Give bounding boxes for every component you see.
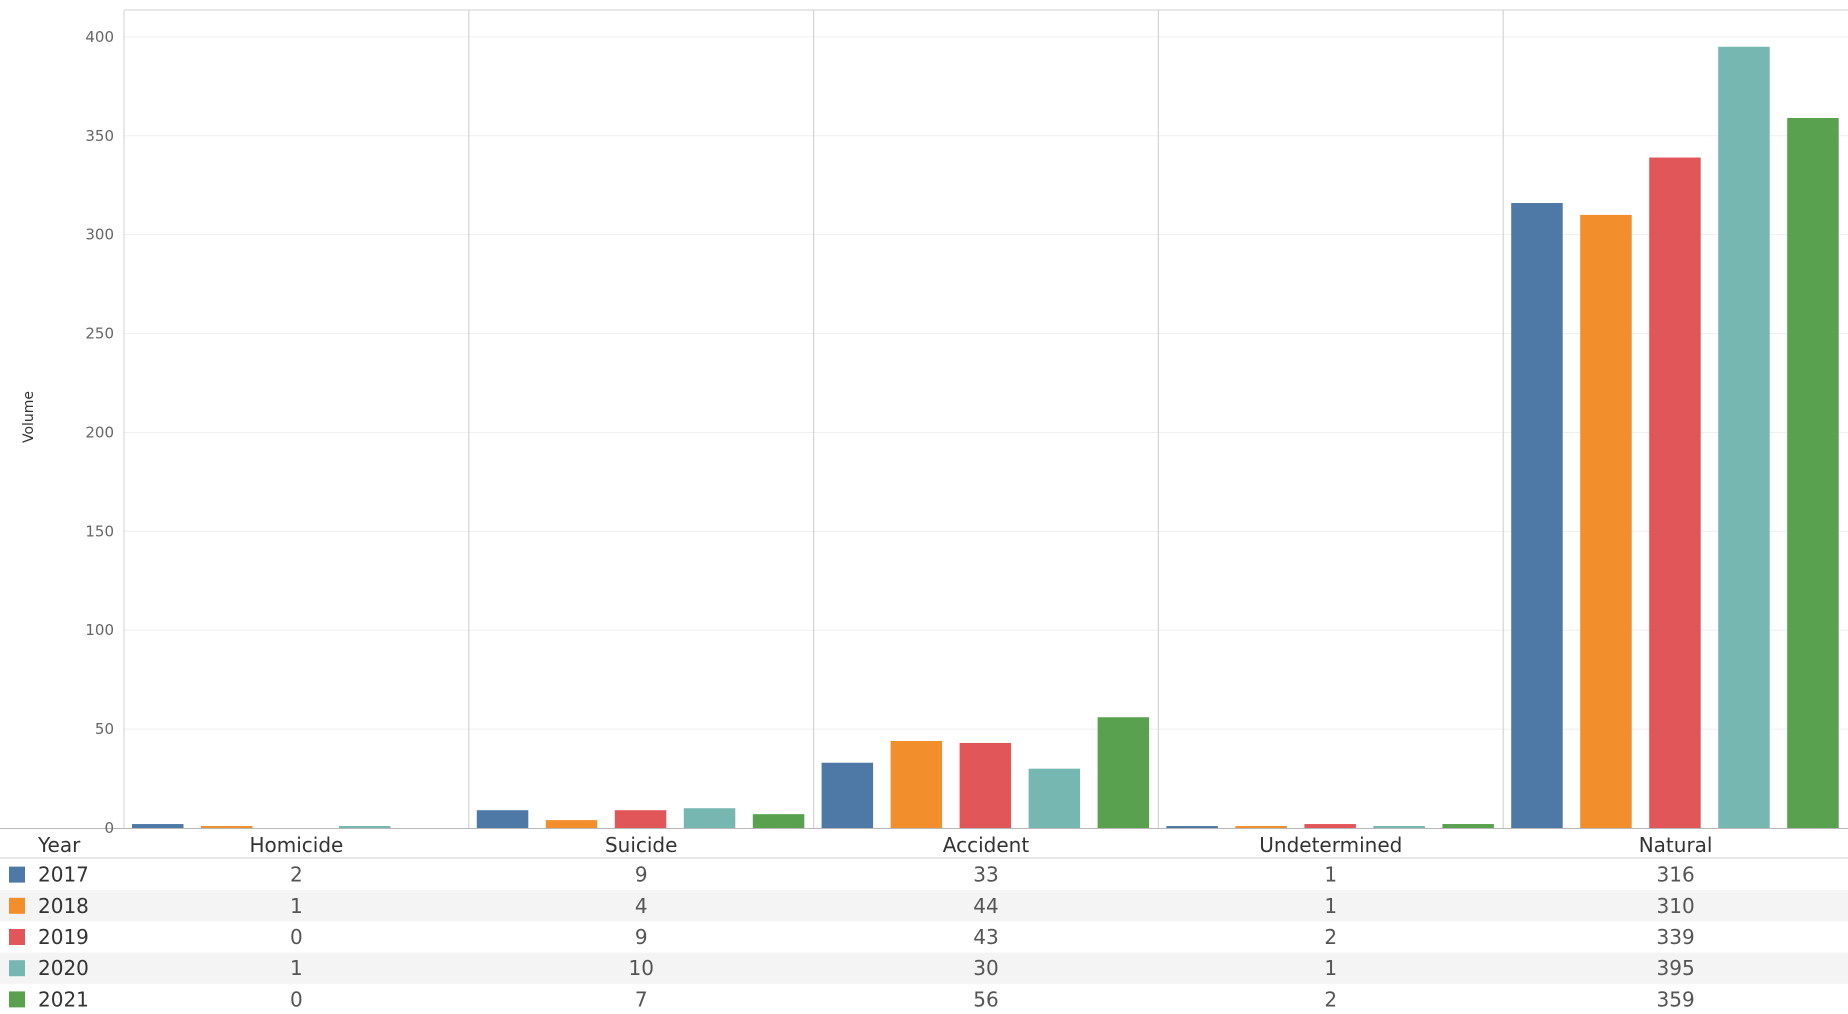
bar-2018-natural[interactable] (1580, 214, 1632, 828)
category-label: Homicide (249, 833, 343, 857)
legend-swatch-2021 (9, 991, 25, 1008)
bar-2021-natural[interactable] (1787, 117, 1839, 829)
y-tick-label: 150 (85, 522, 114, 540)
legend-year-2021: 2021 (38, 987, 89, 1010)
table-cell: 44 (973, 894, 998, 918)
bar-2019-natural[interactable] (1649, 157, 1701, 828)
bar-2017-accident[interactable] (821, 762, 874, 828)
bar-2018-homicide[interactable] (201, 826, 253, 828)
bar-2017-natural[interactable] (1511, 203, 1563, 828)
y-tick-label: 200 (85, 423, 114, 441)
table-cell: 395 (1657, 956, 1695, 980)
legend-swatch-2018 (9, 897, 25, 914)
table-cell: 2 (1324, 987, 1337, 1010)
legend-year-2020: 2020 (38, 956, 89, 980)
table-row-band (0, 890, 1848, 922)
category-label: Suicide (605, 833, 677, 857)
legend-swatch-2017 (9, 866, 25, 883)
bar-2018-undetermined[interactable] (1235, 826, 1287, 828)
table-row-band (0, 952, 1848, 984)
table-cell: 316 (1657, 863, 1695, 887)
y-tick-label: 50 (95, 720, 114, 738)
bar-2020-accident[interactable] (1028, 768, 1081, 828)
bar-2017-homicide[interactable] (132, 824, 184, 828)
table-cell: 7 (635, 987, 648, 1010)
legend-year-2018: 2018 (38, 894, 89, 918)
bar-2018-accident[interactable] (890, 740, 943, 828)
category-label: Natural (1639, 833, 1713, 857)
table-cell: 33 (973, 863, 998, 887)
table-cell: 10 (628, 956, 653, 980)
bar-2020-suicide[interactable] (683, 808, 736, 828)
data-table: Homicide Suicide Accident Undetermined Natur… (0, 833, 1848, 1011)
y-axis-label: Volume (21, 391, 37, 443)
table-cell: 1 (290, 956, 303, 980)
table-cell: 56 (973, 987, 998, 1010)
table-cell: 2 (290, 863, 303, 887)
category-label: Accident (943, 833, 1030, 857)
bar-2017-suicide[interactable] (476, 810, 529, 828)
bar-2019-accident[interactable] (959, 742, 1012, 828)
table-cell: 359 (1657, 987, 1695, 1010)
table-cell: 1 (1324, 956, 1337, 980)
table-cell: 9 (635, 925, 648, 949)
category-label: Undetermined (1259, 833, 1402, 857)
bar-2020-homicide[interactable] (339, 826, 391, 828)
bar-2019-undetermined[interactable] (1304, 824, 1356, 828)
legend-header: Year (37, 833, 81, 857)
bar-2021-undetermined[interactable] (1442, 824, 1494, 828)
bar-2018-suicide[interactable] (545, 820, 598, 828)
table-cell: 0 (290, 925, 303, 949)
table-cell: 339 (1657, 925, 1695, 949)
y-tick-label: 0 (104, 819, 114, 837)
bar-layer (132, 46, 1839, 829)
legend-year-2019: 2019 (38, 925, 89, 949)
y-tick-label: 100 (85, 621, 114, 639)
table-cell: 2 (1324, 925, 1337, 949)
grid-layer (124, 36, 1848, 730)
y-tick-label: 250 (85, 325, 114, 343)
bar-2017-undetermined[interactable] (1166, 826, 1218, 828)
table-cell: 1 (290, 894, 303, 918)
table-cell: 30 (973, 956, 998, 980)
table-cell: 9 (635, 863, 648, 887)
bar-2020-natural[interactable] (1718, 46, 1770, 829)
bar-2021-suicide[interactable] (752, 814, 805, 828)
table-cell: 1 (1324, 894, 1337, 918)
table-cell: 43 (973, 925, 998, 949)
y-axis: 0 50 100 150 200 250 300 350 400 (85, 28, 114, 837)
table-cell: 310 (1657, 894, 1695, 918)
panel-dividers (0, 9, 1848, 829)
y-tick-label: 300 (85, 226, 114, 244)
bar-2021-accident[interactable] (1097, 717, 1150, 828)
bar-2019-suicide[interactable] (614, 810, 667, 828)
table-cell: 0 (290, 987, 303, 1010)
table-cell: 1 (1324, 863, 1337, 887)
bar-2020-undetermined[interactable] (1373, 826, 1425, 828)
table-cell: 4 (635, 894, 648, 918)
y-tick-label: 400 (85, 28, 114, 46)
legend-year-2017: 2017 (38, 863, 89, 887)
y-tick-label: 350 (85, 127, 114, 145)
legend-swatch-2019 (9, 929, 25, 945)
legend-swatch-2020 (9, 960, 25, 977)
